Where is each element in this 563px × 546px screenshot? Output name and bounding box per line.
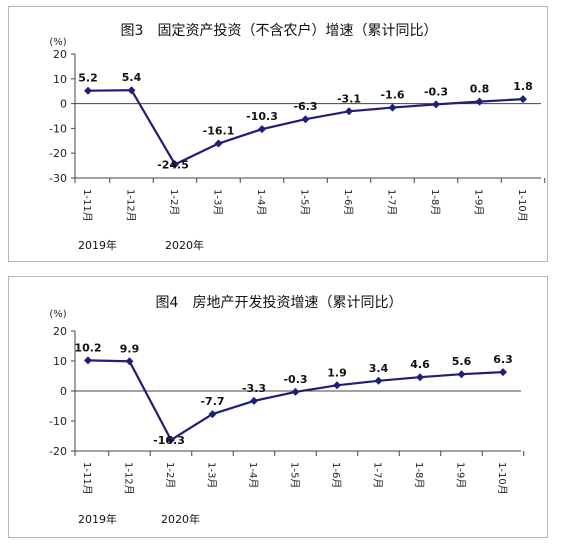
data-point [301, 115, 310, 124]
data-label: 5.4 [122, 71, 142, 84]
data-point [291, 387, 300, 396]
y-unit-label: (%) [49, 309, 66, 320]
data-label: -1.6 [380, 89, 404, 102]
data-label: 6.3 [493, 353, 513, 366]
y-tick-label: 0 [60, 385, 67, 398]
chart-title: 图3 固定资产投资（不含农户）增速（累计同比） [121, 22, 438, 39]
data-point [457, 370, 466, 379]
x-tick-label: 1-7月 [372, 462, 384, 488]
data-label: -16.3 [153, 434, 185, 447]
data-label: -0.3 [424, 85, 448, 98]
data-point [167, 435, 175, 444]
data-point [519, 95, 527, 104]
data-label: -16.1 [203, 125, 235, 138]
data-label: 4.6 [410, 358, 430, 371]
x-tick-label: 1-4月 [247, 462, 259, 488]
data-point [84, 86, 92, 95]
x-tick-label: 1-12月 [123, 462, 135, 495]
x-tick-label: 1-9月 [473, 189, 485, 215]
data-label: 0.8 [470, 83, 490, 96]
y-tick-label: 10 [53, 355, 67, 368]
data-label: 1.8 [513, 80, 533, 93]
data-point [208, 410, 217, 419]
x-tick-label: 1-7月 [386, 189, 398, 215]
chart-panel-fixed-asset-investment: 图3 固定资产投资（不含农户）增速（累计同比） (%) 20 10 0 -10 -20 -30… [8, 6, 548, 262]
y-tick-label: -20 [49, 445, 67, 458]
data-label: 5.2 [78, 72, 98, 85]
y-tick-label: -20 [49, 147, 67, 160]
x-tick-label: 1-5月 [289, 462, 301, 488]
data-point [125, 357, 134, 366]
data-point [475, 97, 484, 106]
x-tick-label: 1-11月 [81, 462, 93, 495]
chart-panel-real-estate-investment: 图4 房地产开发投资增速（累计同比） (%) 20 10 0 -10 -20 1-11月 1-1… [8, 276, 548, 538]
data-point [333, 381, 341, 390]
chart-real-estate-investment: 图4 房地产开发投资增速（累计同比） (%) 20 10 0 -10 -20 1-11月 1-1… [49, 295, 525, 526]
data-label: -7.7 [200, 395, 224, 408]
data-point [214, 139, 223, 148]
x-tick-label: 1-8月 [429, 189, 441, 215]
y-tick-label: -30 [49, 172, 67, 185]
chart-title: 图4 房地产开发投资增速（累计同比） [156, 295, 403, 311]
x-tick-label: 1-2月 [168, 189, 180, 215]
data-label: 10.2 [74, 341, 101, 354]
data-point [250, 396, 258, 405]
y-tick-label: -10 [49, 122, 67, 135]
year-label: 2020年 [161, 512, 200, 526]
y-tick-label: -10 [49, 415, 67, 428]
data-label: 1.9 [327, 366, 347, 379]
data-point [432, 100, 440, 109]
data-point [416, 373, 424, 382]
y-tick-label: 20 [53, 48, 67, 61]
x-tick-label: 1-9月 [455, 462, 467, 488]
x-tick-label: 1-6月 [342, 189, 354, 215]
x-tick-label: 1-10月 [496, 462, 508, 495]
data-label: 3.4 [369, 362, 389, 375]
data-point [258, 125, 266, 134]
data-point [499, 368, 507, 377]
data-point [84, 356, 92, 365]
x-tick-label: 1-8月 [413, 462, 425, 488]
data-point [388, 103, 397, 112]
data-label: -3.3 [242, 382, 266, 395]
data-label: -10.3 [246, 110, 278, 123]
year-label: 2019年 [78, 512, 117, 526]
data-point [345, 107, 353, 116]
y-tick-label: 0 [60, 98, 67, 111]
year-label: 2019年 [78, 238, 117, 252]
data-label: 5.6 [452, 355, 472, 368]
y-tick-label: 10 [53, 73, 67, 86]
data-label: 9.9 [120, 342, 140, 355]
x-tick-label: 1-3月 [212, 189, 224, 215]
x-tick-label: 1-11月 [81, 189, 93, 222]
y-tick-label: 20 [53, 325, 67, 338]
data-label: -3.1 [337, 92, 361, 105]
data-label: -0.3 [283, 373, 307, 386]
x-tick-label: 1-4月 [255, 189, 267, 215]
data-point [127, 86, 136, 95]
x-tick-label: 1-6月 [330, 462, 342, 488]
x-tick-label: 1-10月 [516, 189, 528, 222]
x-tick-label: 1-3月 [206, 462, 218, 488]
data-label: -24.5 [157, 158, 189, 171]
data-label: -6.3 [293, 100, 317, 113]
data-point [171, 160, 179, 169]
y-unit-label: (%) [49, 37, 66, 48]
chart-fixed-asset-investment: 图3 固定资产投资（不含农户）增速（累计同比） (%)20 10 0 -10 -20 -30… [49, 22, 546, 252]
x-tick-label: 1-2月 [164, 462, 176, 488]
x-tick-label: 1-5月 [299, 189, 311, 215]
x-tick-label: 1-12月 [125, 189, 137, 222]
year-label: 2020年 [165, 238, 204, 252]
data-point [374, 376, 383, 385]
